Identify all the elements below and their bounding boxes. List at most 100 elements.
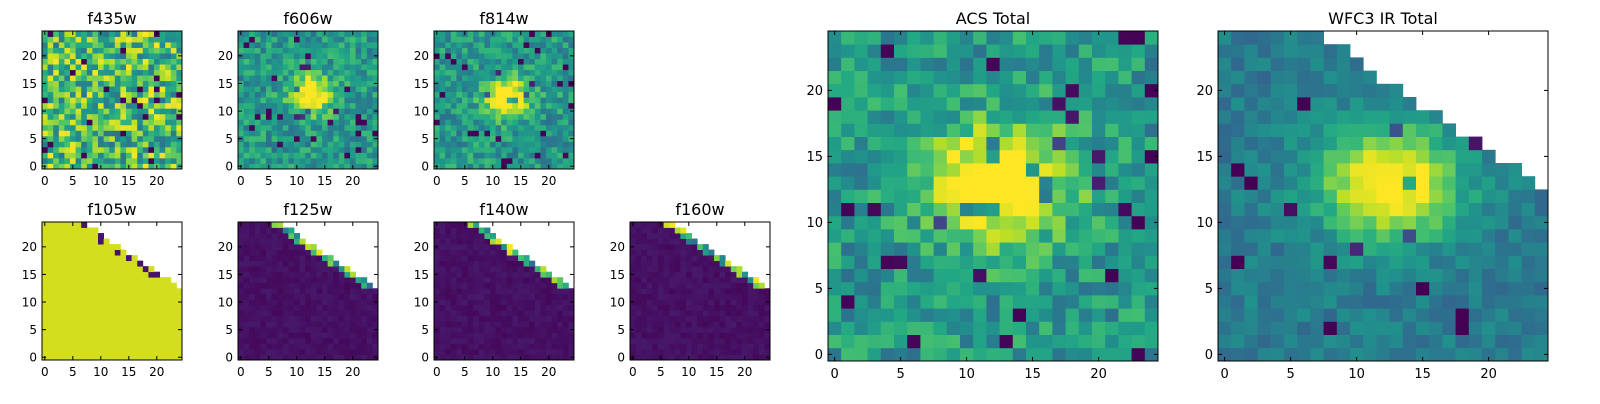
heatmap-cell <box>143 321 149 327</box>
heatmap-cell <box>316 349 322 355</box>
heatmap-cell <box>652 277 658 283</box>
heatmap-cell <box>350 349 356 355</box>
heatmap-cell <box>92 261 98 267</box>
heatmap-cell <box>647 305 653 311</box>
heatmap-cell <box>456 158 462 164</box>
heatmap-cell <box>356 108 362 114</box>
heatmap-cell <box>53 141 59 147</box>
heatmap-cell <box>647 327 653 333</box>
heatmap-cell <box>894 44 908 58</box>
heatmap-cell <box>973 348 987 362</box>
heatmap-cell <box>48 147 54 153</box>
heatmap-cell <box>468 349 474 355</box>
heatmap-cell <box>165 97 171 103</box>
heatmap-cell <box>322 114 328 120</box>
heatmap-cell <box>165 53 171 59</box>
heatmap-cell <box>148 59 154 65</box>
x-tick-label: 5 <box>896 367 904 382</box>
heatmap-cell <box>512 343 518 349</box>
heatmap-cell <box>81 31 87 37</box>
heatmap-cell <box>636 228 642 234</box>
heatmap-cell <box>1390 348 1404 362</box>
heatmap-cell <box>468 59 474 65</box>
heatmap-cell <box>367 147 373 153</box>
heatmap-cell <box>98 70 104 76</box>
heatmap-cell <box>316 114 322 120</box>
heatmap-cell <box>104 343 110 349</box>
heatmap-cell <box>507 316 513 322</box>
heatmap-cell <box>753 305 759 311</box>
heatmap-cell <box>1105 282 1119 296</box>
heatmap-cell <box>947 176 961 190</box>
heatmap-cell <box>546 37 552 43</box>
heatmap-cell <box>104 266 110 272</box>
heatmap-cell <box>98 294 104 300</box>
heatmap-cell <box>59 31 65 37</box>
heatmap-cell <box>479 244 485 250</box>
heatmap-cell <box>434 349 440 355</box>
heatmap-cell <box>64 255 70 261</box>
heatmap-cell <box>686 321 692 327</box>
heatmap-cell <box>249 239 255 245</box>
heatmap-cell <box>300 321 306 327</box>
heatmap-cell <box>42 97 48 103</box>
heatmap-cell <box>300 147 306 153</box>
heatmap-cell <box>524 59 530 65</box>
heatmap-cell <box>473 338 479 344</box>
heatmap-cell <box>76 338 82 344</box>
heatmap-cell <box>294 288 300 294</box>
heatmap-cell <box>132 310 138 316</box>
heatmap-cell <box>238 75 244 81</box>
heatmap-cell <box>563 75 569 81</box>
heatmap-cell <box>479 294 485 300</box>
heatmap-cell <box>697 305 703 311</box>
heatmap-cell <box>148 31 154 37</box>
heatmap-cell <box>518 108 524 114</box>
heatmap-cell <box>171 321 177 327</box>
heatmap-cell <box>59 81 65 87</box>
heatmap-cell <box>473 86 479 92</box>
heatmap-cell <box>907 44 921 58</box>
heatmap-cell <box>104 59 110 65</box>
heatmap-cell <box>260 316 266 322</box>
heatmap-cell <box>1013 282 1027 296</box>
heatmap-cell <box>126 299 132 305</box>
heatmap-cell <box>1079 189 1093 203</box>
heatmap-cell <box>361 327 367 333</box>
heatmap-cell <box>272 31 278 37</box>
heatmap-cell <box>126 332 132 338</box>
heatmap-cell <box>479 86 485 92</box>
heatmap-cell <box>104 92 110 98</box>
heatmap-cell <box>1145 123 1159 137</box>
heatmap-cell <box>120 305 126 311</box>
x-tick-label: 0 <box>41 174 49 188</box>
heatmap-cell <box>524 305 530 311</box>
heatmap-cell <box>272 152 278 158</box>
heatmap-cell <box>524 147 530 153</box>
heatmap-cell <box>350 299 356 305</box>
heatmap-cell <box>367 310 373 316</box>
heatmap-cell <box>98 321 104 327</box>
heatmap-cell <box>87 31 93 37</box>
heatmap-cell <box>473 266 479 272</box>
heatmap-cell <box>540 266 546 272</box>
heatmap-cell <box>64 338 70 344</box>
heatmap-cell <box>1105 176 1119 190</box>
heatmap-cell <box>255 37 261 43</box>
heatmap-cell <box>535 343 541 349</box>
heatmap-cell <box>552 305 558 311</box>
heatmap-cell <box>456 59 462 65</box>
heatmap-cell <box>160 152 166 158</box>
heatmap-cell <box>361 31 367 37</box>
heatmap-cell <box>333 338 339 344</box>
heatmap-cell <box>907 308 921 322</box>
heatmap-cell <box>277 294 283 300</box>
heatmap-cell <box>104 338 110 344</box>
heatmap-cell <box>316 283 322 289</box>
heatmap-cell <box>171 103 177 109</box>
heatmap-cell <box>244 338 250 344</box>
heatmap-cell <box>920 44 934 58</box>
heatmap-cell <box>451 119 457 125</box>
heatmap-cell <box>260 119 266 125</box>
heatmap-cell <box>98 81 104 87</box>
